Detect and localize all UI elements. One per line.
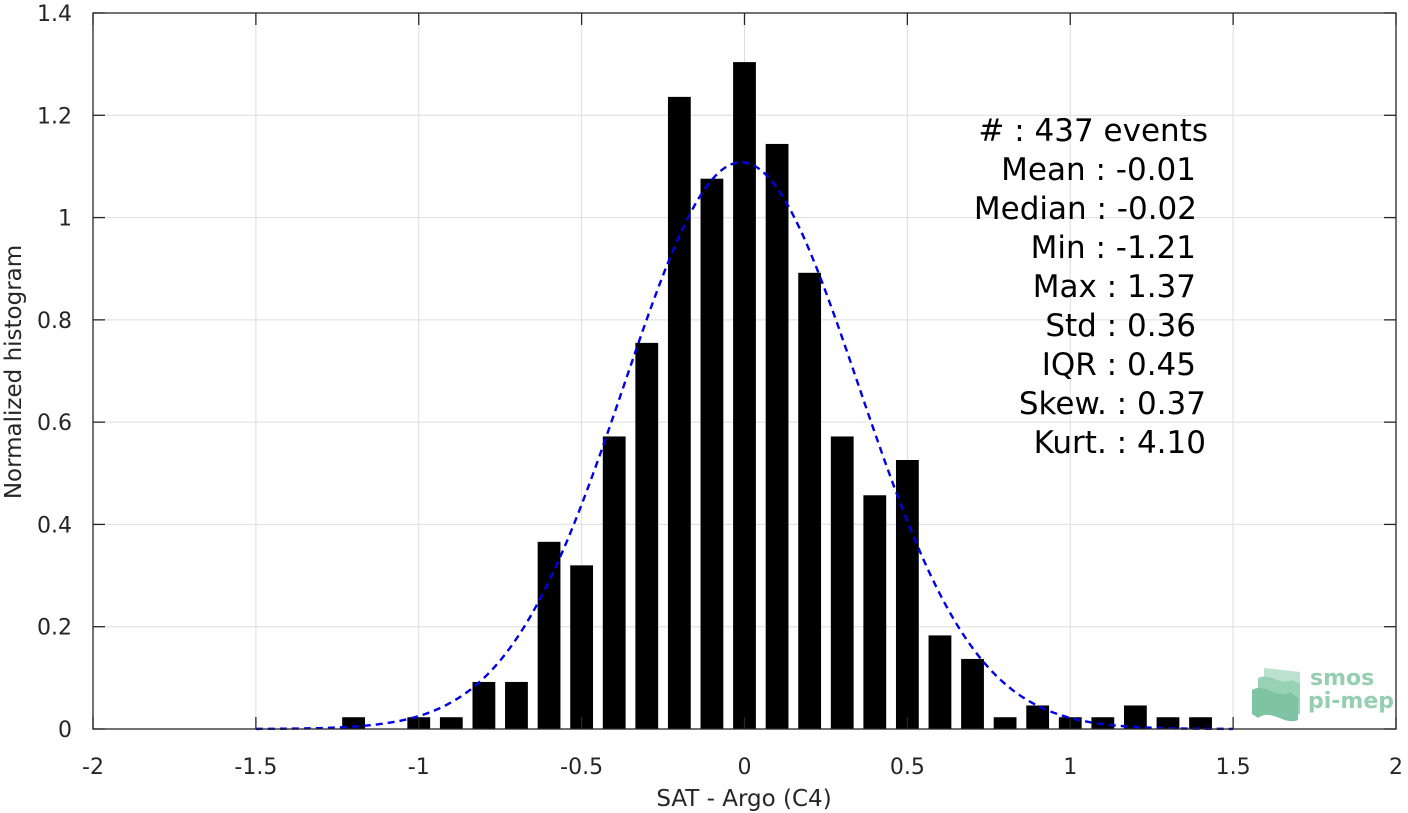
y-tick-label: 1.2 [37, 104, 72, 129]
x-axis-label: SAT - Argo (C4) [656, 786, 831, 812]
histogram-bar [635, 342, 659, 729]
x-tick-label: 0.5 [890, 755, 925, 780]
y-tick-label: 0 [58, 718, 72, 743]
histogram-bar [1189, 717, 1212, 729]
x-tick-label: -1 [408, 755, 430, 780]
stats-median: Median : -0.02 [974, 191, 1197, 227]
histogram-bar [1123, 705, 1147, 729]
stats-skew: Skew. : 0.37 [1019, 386, 1206, 422]
y-axis-label: Normalized histogram [1, 245, 27, 499]
histogram-bar [537, 541, 561, 729]
y-tick-labels: 0 0.2 0.4 0.6 0.8 1 1.2 1.4 [37, 2, 72, 743]
y-tick-label: 0.4 [37, 513, 72, 538]
histogram-bar [472, 681, 496, 729]
gaussian-fit-curve [255, 161, 1234, 731]
histogram-bar [342, 717, 366, 729]
histogram-bar [1156, 717, 1180, 729]
histogram-bar [667, 96, 691, 730]
x-tick-label: 2 [1389, 755, 1403, 780]
x-tick-label: 1.5 [1216, 755, 1251, 780]
y-tick-label: 1 [58, 207, 72, 232]
x-tick-label: -0.5 [560, 755, 603, 780]
y-tick-label: 0.8 [37, 309, 72, 334]
histogram-bar [961, 658, 984, 729]
stats-annotation: # : 437 events Mean : -0.01 Median : -0.… [974, 113, 1208, 461]
histogram-bar [765, 143, 789, 729]
smos-pimep-logo: smos pi-mep [1252, 666, 1394, 722]
x-tick-label: 0 [738, 755, 752, 780]
stats-events: # : 437 events [978, 113, 1208, 149]
x-tick-label: -2 [82, 755, 104, 780]
histogram-bar [993, 717, 1017, 729]
axis-ticks [92, 12, 1397, 730]
histogram-bar [505, 681, 528, 729]
histogram-bar [863, 495, 887, 729]
stats-kurt: Kurt. : 4.10 [1034, 425, 1206, 461]
histogram-bar [830, 436, 854, 729]
y-tick-label: 0.6 [37, 411, 72, 436]
stats-max: Max : 1.37 [1033, 269, 1196, 305]
x-tick-labels: -2 -1.5 -1 -0.5 0 0.5 1 1.5 2 [82, 755, 1403, 780]
histogram-bar [700, 178, 724, 729]
histogram-bar [895, 459, 919, 729]
y-tick-label: 1.4 [37, 2, 72, 27]
histogram-bar [1026, 705, 1050, 729]
logo-line1: smos [1310, 666, 1374, 691]
stats-std: Std : 0.36 [1045, 308, 1196, 344]
histogram-bar [928, 635, 952, 729]
histogram-bars [342, 62, 1212, 730]
histogram-bar [798, 272, 822, 729]
x-tick-label: -1.5 [234, 755, 277, 780]
histogram-bar [602, 436, 626, 729]
histogram-bar [439, 717, 463, 729]
histogram-bar [733, 62, 756, 729]
histogram-bar [570, 565, 594, 729]
logo-line2: pi-mep [1308, 689, 1394, 714]
stats-mean: Mean : -0.01 [1001, 152, 1196, 188]
y-tick-label: 0.2 [37, 616, 72, 641]
stats-iqr: IQR : 0.45 [1042, 347, 1196, 383]
stats-min: Min : -1.21 [1031, 230, 1196, 266]
x-tick-label: 1 [1063, 755, 1077, 780]
wave-logo-icon [1252, 668, 1300, 722]
